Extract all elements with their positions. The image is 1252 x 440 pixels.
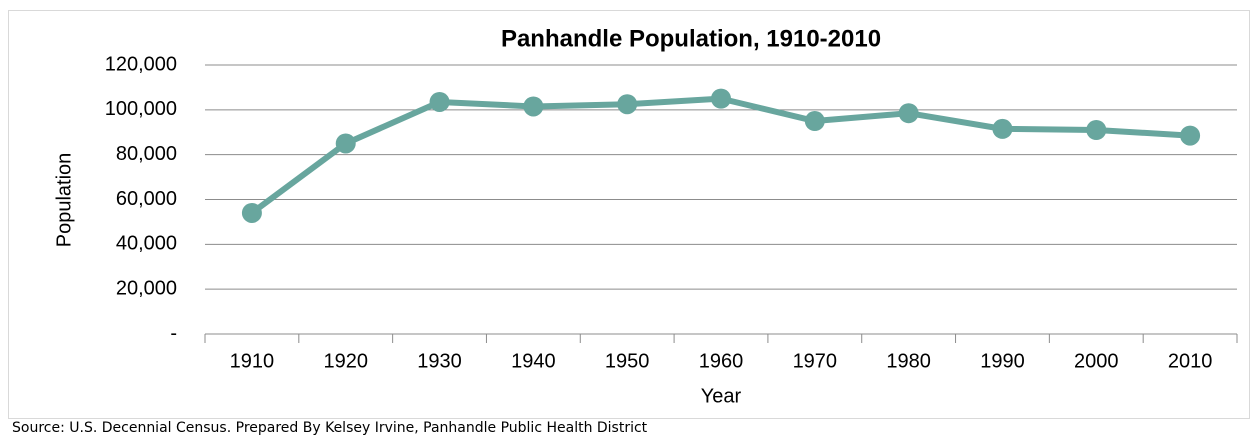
x-tick-label: 1950 bbox=[605, 350, 650, 372]
x-tick-label: 1920 bbox=[323, 350, 368, 372]
chart-title: Panhandle Population, 1910-2010 bbox=[501, 25, 881, 52]
y-tick-label: 120,000 bbox=[105, 53, 177, 75]
data-point bbox=[241, 202, 262, 223]
y-tick-label: 100,000 bbox=[105, 98, 177, 120]
data-point bbox=[898, 103, 919, 124]
data-point bbox=[429, 91, 450, 112]
chart-frame bbox=[8, 10, 1250, 419]
x-tick-label: 1960 bbox=[699, 350, 744, 372]
y-tick-label: 40,000 bbox=[116, 233, 177, 255]
y-tick-label: - bbox=[170, 322, 177, 344]
x-axis-label: Year bbox=[701, 385, 742, 407]
data-point bbox=[617, 94, 638, 115]
x-tick-label: 1980 bbox=[886, 350, 931, 372]
y-tick-label: 60,000 bbox=[116, 188, 177, 210]
y-tick-label: 20,000 bbox=[116, 277, 177, 299]
data-point bbox=[1180, 125, 1201, 146]
x-tick-label: 1930 bbox=[417, 350, 462, 372]
data-point bbox=[335, 133, 356, 154]
x-tick-label: 2000 bbox=[1074, 350, 1119, 372]
data-point bbox=[804, 111, 825, 132]
data-point bbox=[992, 118, 1013, 139]
x-tick-label: 1990 bbox=[980, 350, 1025, 372]
data-point bbox=[1086, 120, 1107, 141]
x-tick-label: 1910 bbox=[230, 350, 275, 372]
source-note: Source: U.S. Decennial Census. Prepared … bbox=[12, 420, 648, 436]
x-tick-label: 1940 bbox=[511, 350, 556, 372]
y-tick-label: 80,000 bbox=[116, 143, 177, 165]
data-point bbox=[523, 96, 544, 117]
x-tick-label: 2010 bbox=[1168, 350, 1213, 372]
data-point bbox=[711, 88, 731, 109]
y-axis-label: Population bbox=[53, 153, 75, 248]
x-tick-label: 1970 bbox=[793, 350, 838, 372]
